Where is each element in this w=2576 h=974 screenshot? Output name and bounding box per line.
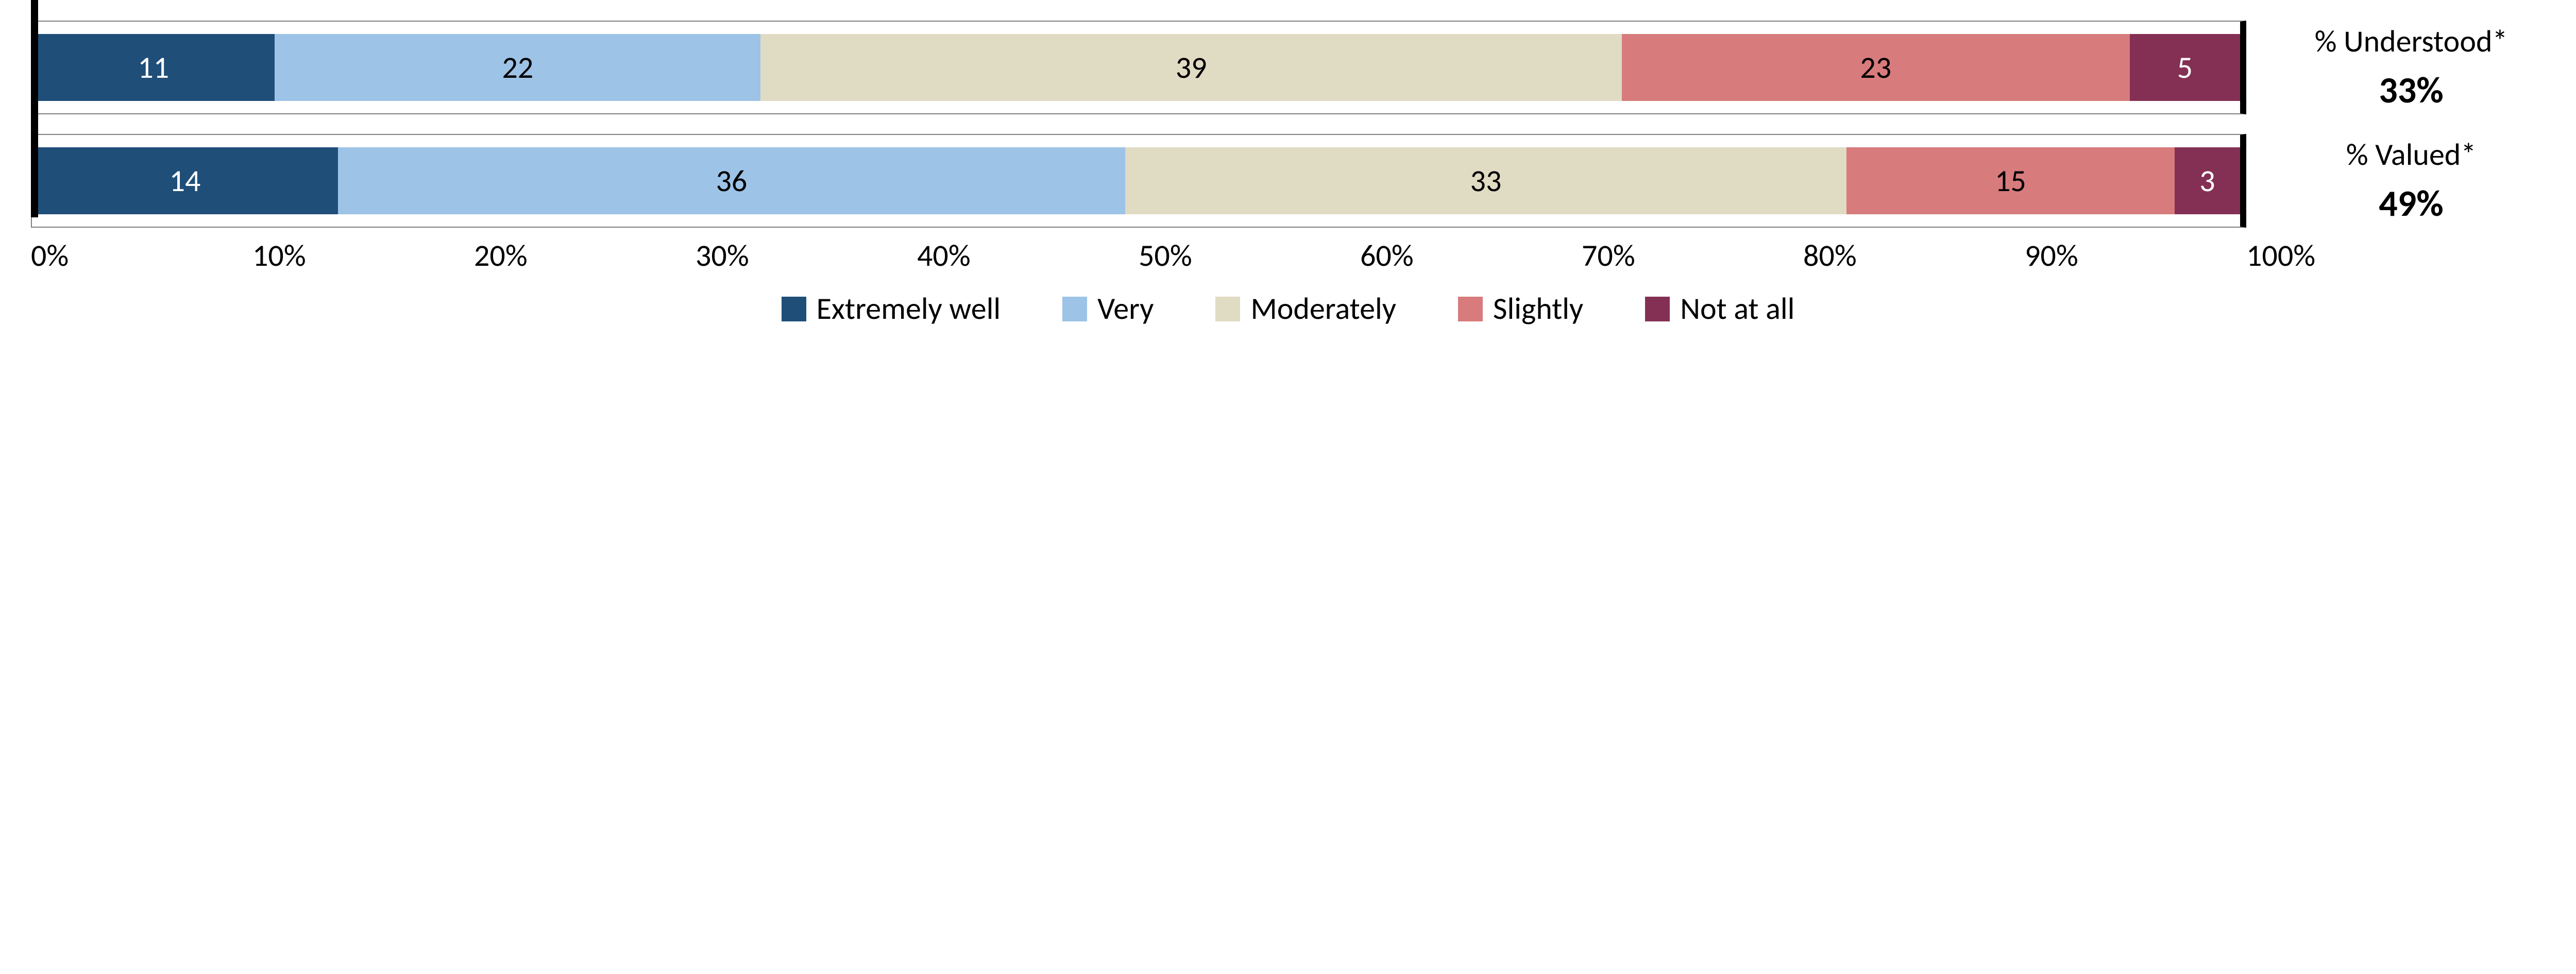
bar-row: 112239235 % Understood* 33% (31, 21, 2545, 114)
bar-segment-slightly: 15 (1846, 147, 2175, 214)
bar-frame: 112239235 (31, 21, 2246, 114)
legend-item-extremely_well: Extremely well (782, 290, 1001, 328)
summary-value: 49% (2277, 181, 2545, 226)
bar-segment-slightly: 23 (1622, 34, 2130, 101)
legend-label: Not at all (1680, 290, 1794, 328)
legend-swatch-icon (1062, 297, 1087, 321)
legend-label: Extremely well (817, 290, 1001, 328)
legend-item-slightly: Slightly (1458, 290, 1583, 328)
legend-swatch-icon (1458, 297, 1483, 321)
x-axis-ticks: 0%10%20%30%40%50%60%70%80%90%100% (31, 237, 2246, 275)
legend-label: Slightly (1493, 290, 1583, 328)
chart-legend: Extremely well Very Moderately Slightly Not … (31, 290, 2545, 328)
bar-rows-container: 112239235 % Understood* 33% 143633153 % Valu… (31, 21, 2545, 228)
bar-segment-very: 22 (275, 34, 760, 101)
stacked-bar-chart: 112239235 % Understood* 33% 143633153 % Valu… (31, 21, 2545, 328)
summary-column: % Valued* 49% (2277, 136, 2545, 226)
summary-label: % Understood* (2277, 23, 2545, 60)
legend-item-not_at_all: Not at all (1645, 290, 1794, 328)
summary-label: % Valued* (2277, 136, 2545, 174)
legend-item-moderately: Moderately (1215, 290, 1396, 328)
bar-segment-moderately: 33 (1125, 147, 1846, 214)
x-axis-area: 0%10%20%30%40%50%60%70%80%90%100% (31, 237, 2246, 275)
bar-segment-not_at_all: 3 (2175, 147, 2240, 214)
bar-column: 112239235 (31, 21, 2246, 114)
axis-baseline-tick (31, 0, 38, 217)
legend-label: Very (1097, 290, 1154, 328)
legend-swatch-icon (1215, 297, 1240, 321)
bar-segment-moderately: 39 (760, 34, 1622, 101)
legend-swatch-icon (1645, 297, 1670, 321)
legend-label: Moderately (1250, 290, 1396, 328)
bar-frame: 143633153 (31, 134, 2246, 228)
stacked-bar: 143633153 (32, 147, 2240, 214)
bar-segment-extremely_well: 11 (32, 34, 275, 101)
summary-column: % Understood* 33% (2277, 23, 2545, 113)
legend-item-very: Very (1062, 290, 1154, 328)
stacked-bar: 112239235 (32, 34, 2240, 101)
legend-swatch-icon (782, 297, 806, 321)
bar-segment-not_at_all: 5 (2130, 34, 2240, 101)
bar-segment-very: 36 (338, 147, 1125, 214)
bar-column: 143633153 (31, 134, 2246, 228)
summary-value: 33% (2277, 67, 2545, 113)
bar-segment-extremely_well: 14 (32, 147, 338, 214)
x-axis-row: 0%10%20%30%40%50%60%70%80%90%100% (31, 237, 2246, 275)
bar-row: 143633153 % Valued* 49% (31, 134, 2545, 228)
